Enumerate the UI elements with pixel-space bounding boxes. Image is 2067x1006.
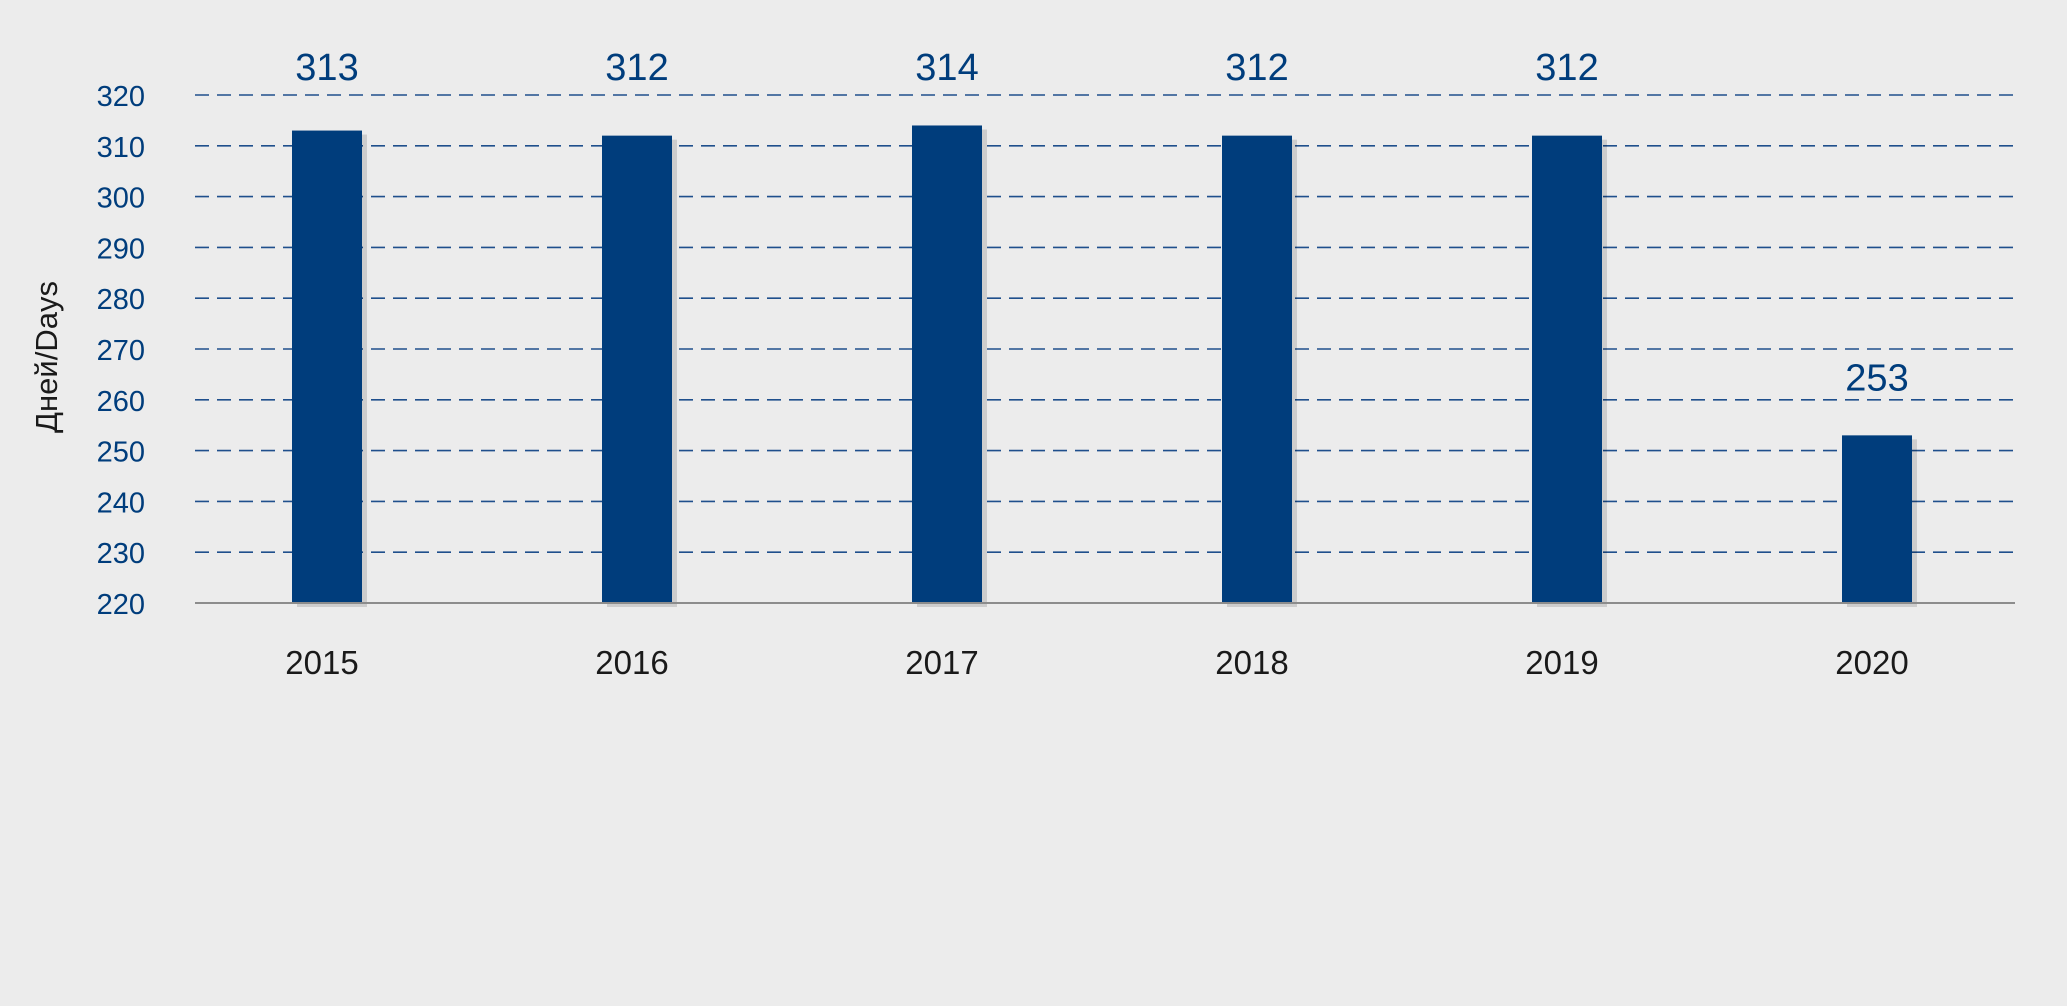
bar-2016 (602, 135, 672, 603)
bar-2020 (1842, 435, 1912, 603)
data-label-2020: 253 (1845, 357, 1908, 399)
y-tick-label: 280 (97, 284, 145, 316)
bars (292, 125, 1917, 608)
y-tick-label: 300 (97, 183, 145, 215)
bar-2017 (912, 125, 982, 603)
y-tick-label: 270 (97, 335, 145, 367)
x-tick-label-2020: 2020 (1835, 644, 1908, 681)
data-labels: 313 312 314 312 312 253 (295, 47, 1908, 399)
x-tick-label-2019: 2019 (1525, 644, 1598, 681)
x-tick-label-2017: 2017 (905, 644, 978, 681)
y-tick-label: 310 (97, 132, 145, 164)
x-tick-label-2015: 2015 (285, 644, 358, 681)
y-axis-ticks: 220 230 240 250 260 270 280 290 300 310 320 (97, 81, 145, 621)
bar-2018 (1222, 135, 1292, 603)
y-tick-label: 230 (97, 538, 145, 570)
data-label-2019: 312 (1535, 47, 1598, 89)
data-label-2018: 312 (1225, 47, 1288, 89)
y-tick-label: 260 (97, 386, 145, 418)
data-label-2017: 314 (915, 47, 978, 89)
data-label-2015: 313 (295, 47, 358, 89)
x-axis-labels: 2015 2016 2017 2018 2019 2020 (285, 644, 1908, 681)
grid-layer (195, 94, 2015, 554)
x-tick-label-2016: 2016 (595, 644, 668, 681)
y-tick-label: 240 (97, 487, 145, 519)
y-tick-label: 320 (97, 81, 145, 113)
data-label-2016: 312 (605, 47, 668, 89)
y-tick-label: 220 (97, 589, 145, 621)
y-tick-label: 290 (97, 233, 145, 265)
bar-2019 (1532, 135, 1602, 603)
x-tick-label-2018: 2018 (1215, 644, 1288, 681)
bar-2015 (292, 130, 362, 603)
y-axis-title: Дней/Days (29, 281, 64, 433)
y-tick-label: 250 (97, 437, 145, 469)
